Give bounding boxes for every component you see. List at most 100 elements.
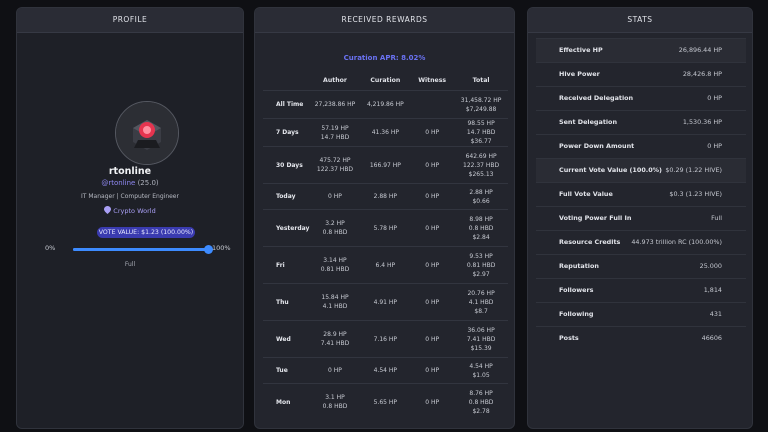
- cell-total: 8.98 HP 0.8 HBD $2.84: [454, 209, 508, 247]
- witness-value: 0 HP: [425, 261, 440, 269]
- cell-witness: 0 HP: [410, 383, 455, 421]
- stat-key: Reputation: [559, 262, 599, 270]
- row-label: Thu: [263, 283, 310, 321]
- col-period: [263, 70, 309, 91]
- cell-total: 36.06 HP 7.41 HBD $15.39: [454, 320, 508, 358]
- cell-curation: 4,219.86 HP: [360, 90, 411, 119]
- curation-value: 7.16 HP: [373, 335, 398, 343]
- total-value: 8.98 HP: [469, 215, 493, 223]
- stat-value: 25.000: [699, 262, 722, 270]
- author-value: 122.37 HBD: [316, 166, 354, 173]
- total-value: $36.77: [470, 138, 492, 145]
- author-value: 28.9 HP: [323, 331, 347, 338]
- profile-header: PROFILE: [17, 8, 243, 33]
- profile-body: rtonline @rtonline (25.0) IT Manager | C…: [17, 33, 243, 428]
- author-value: 0.8 HBD: [322, 403, 348, 411]
- stat-key: Resource Credits: [559, 238, 621, 246]
- stat-value: 46606: [701, 334, 722, 342]
- cell-witness: 0 HP: [410, 320, 455, 358]
- col-total: Total: [472, 76, 490, 84]
- cell-author: 0 HP: [309, 183, 361, 210]
- rewards-row: Yesterday 3.2 HP 0.8 HBD 5.78 HP 0 HP 8.98 HP…: [263, 209, 508, 247]
- rewards-row: Fri 3.14 HP 0.81 HBD 6.4 HP 0 HP 9.53 HP 0.81 …: [263, 246, 508, 284]
- cell-total: 20.76 HP 4.1 HBD $8.7: [454, 283, 508, 321]
- location-pin-icon: [104, 206, 112, 214]
- cell-total: 98.55 HP 14.7 HBD $36.77: [454, 118, 508, 147]
- rewards-header-row: Author Curation Witness Total: [263, 70, 508, 91]
- profile-handle-line: @rtonline (25.0): [17, 179, 243, 187]
- total-value: $8.7: [474, 307, 488, 315]
- stat-key: Posts: [559, 334, 579, 342]
- stat-row: Following 431: [536, 302, 746, 326]
- cell-author: 3.1 HP 0.8 HBD: [309, 383, 361, 421]
- cell-total: 9.53 HP 0.81 HBD $2.97: [454, 246, 508, 284]
- rewards-row: Tue 0 HP 4.54 HP 0 HP 4.54 HP $1.05: [263, 357, 508, 384]
- total-value: 4.54 HP: [469, 362, 493, 370]
- curation-value: 6.4 HP: [375, 261, 396, 269]
- total-value: $265.13: [468, 170, 494, 178]
- cell-author: 57.19 HP 14.7 HBD: [309, 118, 361, 147]
- stat-row: Reputation 25.000: [536, 254, 746, 278]
- cell-curation: 7.16 HP: [360, 320, 411, 358]
- cell-curation: 4.54 HP: [360, 357, 411, 384]
- cell-author: 0 HP: [309, 357, 361, 384]
- witness-value: 0 HP: [425, 298, 440, 306]
- witness-value: 0 HP: [425, 224, 440, 232]
- author-value: 15.84 HP: [321, 294, 349, 301]
- stat-value: $0.29 (1.22 HIVE): [665, 166, 722, 174]
- stat-row: Voting Power Full In Full: [536, 206, 746, 230]
- cell-witness: 0 HP: [410, 146, 455, 184]
- slider-fill: [73, 248, 209, 251]
- cell-curation: 5.65 HP: [360, 383, 411, 421]
- stat-key: Followers: [559, 286, 594, 294]
- stat-value: 1,530.36 HP: [682, 118, 722, 126]
- rewards-row: Wed 28.9 HP 7.41 HBD 7.16 HP 0 HP 36.06 HP 7.4…: [263, 320, 508, 358]
- curation-value: 2.88 HP: [373, 193, 398, 200]
- stat-key: Voting Power Full In: [559, 214, 632, 222]
- total-value: 642.69 HP: [465, 152, 497, 160]
- stat-key: Sent Delegation: [559, 118, 618, 126]
- row-label: Tue: [263, 357, 310, 384]
- stats-panel: STATS Effective HP 26,896.44 HP Hive Power…: [527, 7, 753, 429]
- rewards-row: 30 Days 475.72 HP 122.37 HBD 166.97 HP 0 HP 6…: [263, 146, 508, 184]
- total-value: 0.81 HBD: [466, 261, 496, 269]
- total-value: 31,458.72 HP: [460, 96, 502, 104]
- stat-row: Current Vote Value (100.0%) $0.29 (1.22 H…: [536, 158, 746, 182]
- total-value: $2.97: [472, 270, 490, 278]
- cell-total: 2.88 HP $0.66: [454, 183, 508, 210]
- author-value: 0 HP: [328, 193, 342, 200]
- stat-row: Full Vote Value $0.3 (1.23 HIVE): [536, 182, 746, 206]
- stat-value: 28,426.8 HP: [682, 70, 722, 78]
- vote-weight-slider[interactable]: 0% 100%: [17, 242, 243, 256]
- cell-author: 3.14 HP 0.81 HBD: [309, 246, 361, 284]
- avatar[interactable]: [115, 101, 179, 165]
- cell-witness: 0 HP: [410, 209, 455, 247]
- author-value: 27,238.86 HP: [314, 101, 356, 108]
- cell-witness: 0 HP: [410, 246, 455, 284]
- total-value: 4.1 HBD: [468, 298, 494, 306]
- stat-row: Sent Delegation 1,530.36 HP: [536, 110, 746, 134]
- stat-value: Full: [711, 214, 722, 222]
- avatar-image: [116, 102, 178, 164]
- stat-key: Received Delegation: [559, 94, 634, 102]
- cell-curation: 166.97 HP: [360, 146, 411, 184]
- stats-header: STATS: [528, 8, 752, 33]
- rewards-body: All Time 27,238.86 HP 4,219.86 HP 31,458.72…: [263, 90, 508, 421]
- slider-track[interactable]: [73, 248, 209, 251]
- location-text: Crypto World: [113, 207, 156, 215]
- profile-bio: IT Manager | Computer Engineer: [81, 193, 179, 200]
- profile-handle[interactable]: @rtonline: [101, 179, 136, 187]
- witness-value: 0 HP: [425, 367, 440, 374]
- stat-row: Power Down Amount 0 HP: [536, 134, 746, 158]
- vote-value-badge: VOTE VALUE: $1.23 (100.00%): [97, 227, 195, 238]
- row-label: Mon: [263, 383, 310, 421]
- row-label: 7 Days: [263, 118, 310, 147]
- total-value: 20.76 HP: [467, 289, 495, 297]
- stat-key: Current Vote Value (100.0%): [559, 166, 662, 174]
- witness-value: 0 HP: [425, 193, 440, 200]
- slider-thumb[interactable]: [204, 245, 213, 254]
- row-label: 30 Days: [263, 146, 310, 184]
- curation-value: 5.78 HP: [373, 224, 398, 232]
- stat-value: 26,896.44 HP: [678, 46, 722, 54]
- author-value: 475.72 HP: [319, 157, 351, 164]
